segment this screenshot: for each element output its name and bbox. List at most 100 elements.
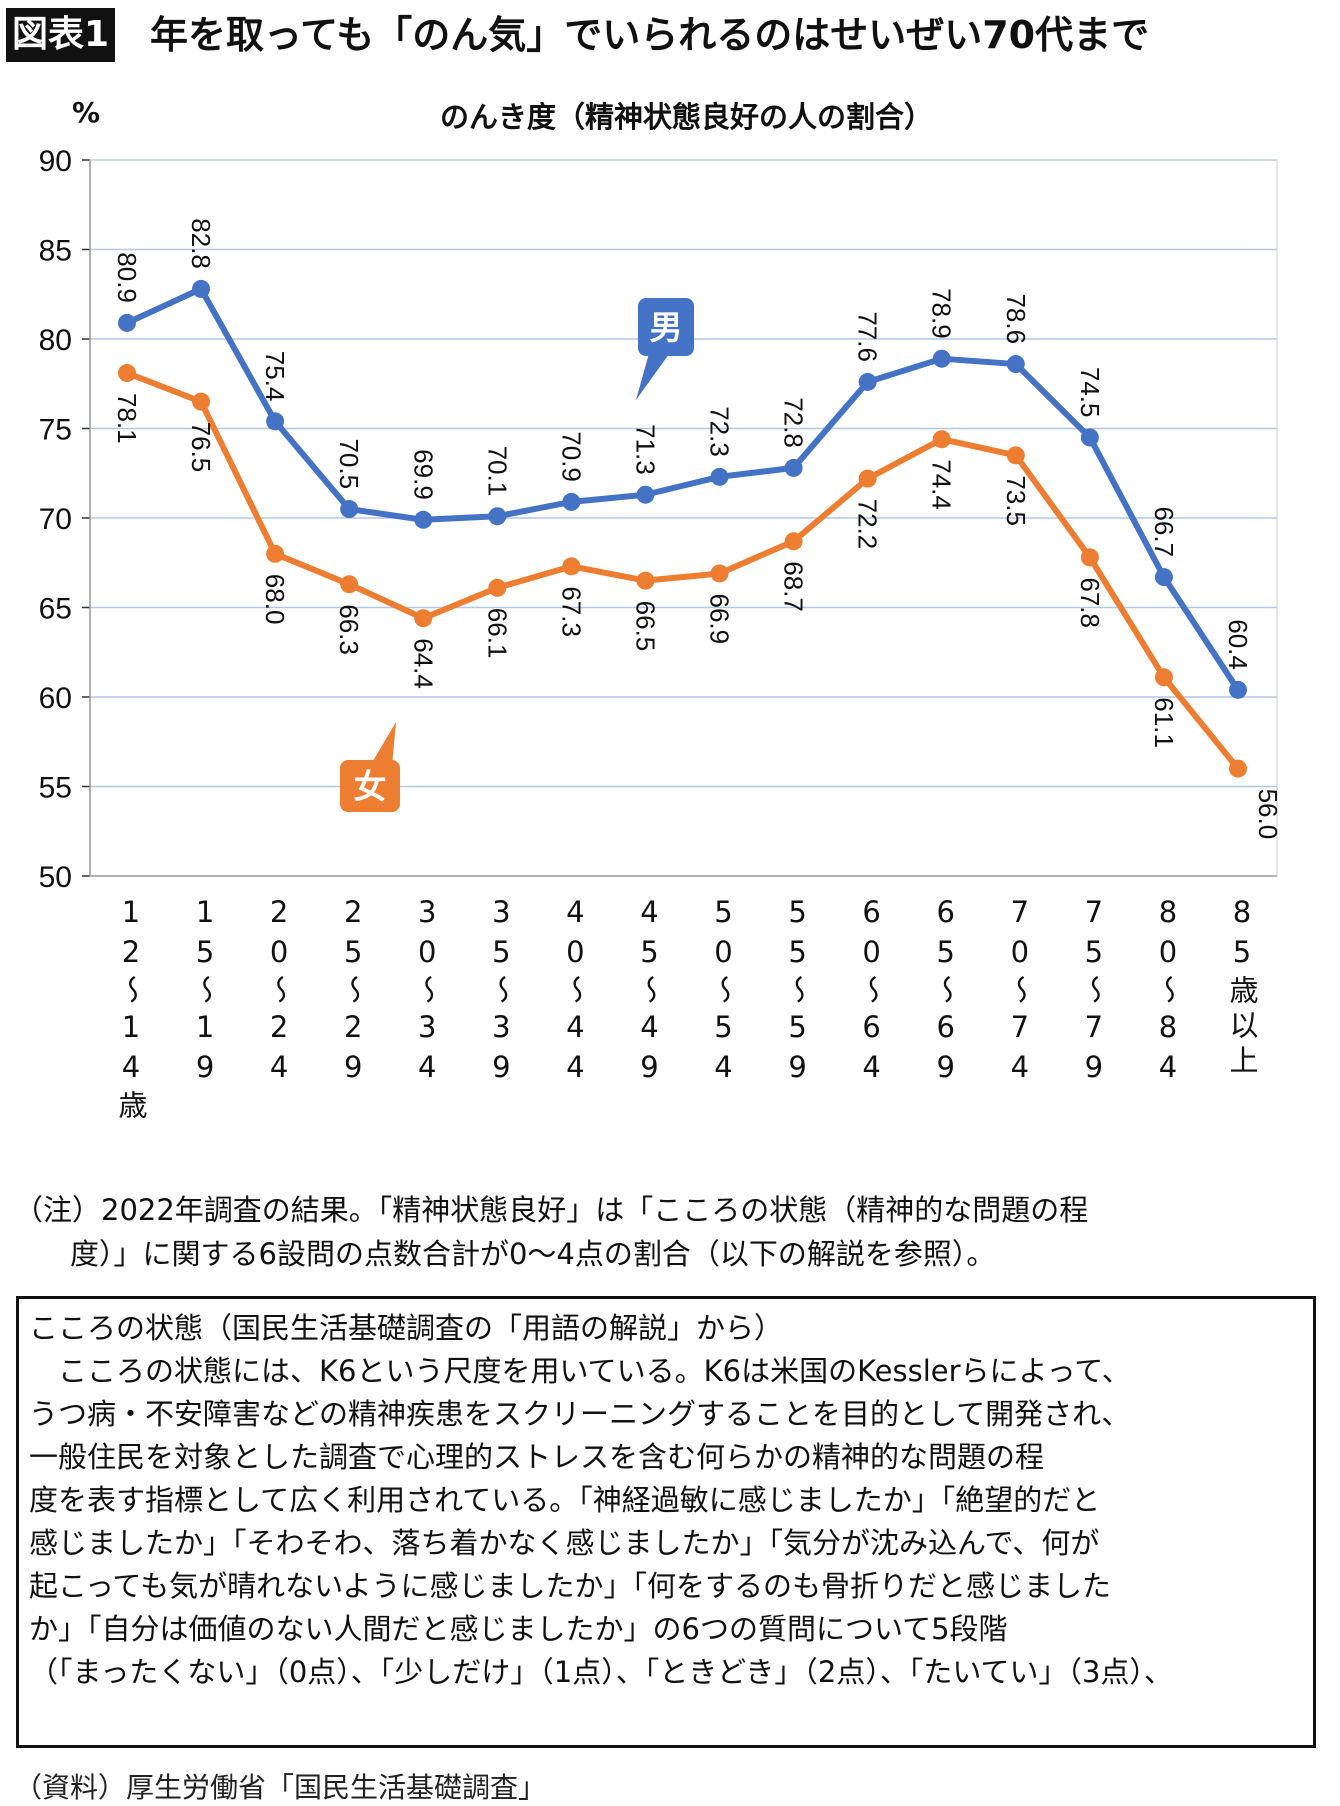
source: （資料）厚生労働省「国民生活基礎調査」: [14, 1771, 547, 1804]
explanation-line: 一般住民を対象とした調査で心理的ストレスを含む何らかの精神的な問題の程: [29, 1440, 1045, 1474]
plot-area: [89, 159, 1278, 877]
x-tick-label: 12～14歳: [114, 895, 148, 1125]
data-label: 72.8: [779, 397, 809, 448]
data-point: [858, 372, 877, 391]
line-chart: 50 55 60 65 70 75 80 85 90 80.9 82.8 75.4 70.5 69.9 70…: [39, 145, 1283, 894]
explanation-heading: こころの状態（国民生活基礎調査の「用語の解説」から）: [29, 1311, 784, 1345]
data-label: 66.9: [705, 593, 735, 644]
data-label: 70.9: [556, 431, 586, 482]
data-point: [636, 485, 655, 504]
data-point: [1154, 568, 1173, 587]
male-callout-box: [638, 298, 694, 356]
x-tick-label: 70～74: [1002, 895, 1037, 1090]
note-line: （注）2022年調査の結果。「精神状態良好」は「こころの状態（精神的な問題の程: [14, 1193, 1089, 1227]
x-tick-label: 15～19: [188, 895, 223, 1090]
data-label: 66.5: [630, 601, 660, 652]
figure-title: 年を取っても「のん気」でいられるのはせいぜい70代まで: [150, 13, 1150, 57]
data-label: 67.3: [556, 586, 586, 637]
explanation-line: 感じましたか」「そわそわ、落ち着かなく感じましたか」「気分が沈み込んで、何が: [29, 1526, 1100, 1560]
data-label: 60.4: [1223, 619, 1253, 670]
explanation-line: か」「自分は価値のない人間だと感じましたか」の6つの質問について5段階: [29, 1612, 1008, 1646]
explanation-line: （「まったくない」（0点）、「少しだけ」（1点）、「ときどき」（2点）、「たいて…: [29, 1655, 1173, 1689]
x-tick-label: 65～69: [928, 895, 963, 1090]
data-label: 78.6: [1001, 293, 1031, 344]
data-point: [1080, 548, 1099, 567]
data-point: [1006, 446, 1025, 465]
data-label: 71.3: [630, 424, 660, 475]
data-label: 70.5: [334, 438, 364, 489]
y-tick-label: 50: [39, 861, 72, 894]
data-point: [1229, 680, 1247, 699]
data-point: [414, 510, 433, 529]
data-label: 72.2: [853, 499, 883, 550]
data-point: [192, 392, 211, 411]
x-tick-label: 20～24: [262, 895, 297, 1090]
data-point: [266, 412, 285, 431]
x-tick-label: 30～34: [410, 895, 445, 1090]
data-point: [1154, 668, 1173, 687]
data-point: [488, 578, 507, 597]
female-callout-box: [340, 760, 400, 812]
y-tick-label: 70: [39, 503, 72, 536]
x-tick-label: 60～64: [854, 895, 889, 1090]
data-label: 77.6: [853, 311, 883, 362]
data-label: 72.3: [705, 406, 735, 457]
x-tick-label: 45～49: [632, 895, 667, 1090]
data-label: 66.1: [482, 608, 512, 659]
data-point: [118, 313, 136, 332]
data-label: 66.3: [334, 604, 364, 655]
data-label: 64.4: [408, 638, 438, 689]
data-label: 61.1: [1149, 697, 1179, 748]
data-label: 69.9: [408, 449, 438, 500]
chart-title: のんき度（精神状態良好の人の割合）: [440, 100, 934, 134]
data-label: 70.1: [482, 446, 512, 497]
data-point: [414, 609, 433, 628]
x-tick-label: 40～44: [558, 895, 593, 1090]
data-point: [1229, 759, 1247, 778]
data-point: [1006, 355, 1025, 374]
data-label: 82.8: [186, 218, 216, 269]
x-tick-label: 80～84: [1150, 895, 1185, 1090]
y-tick-label: 60: [39, 682, 72, 715]
x-tick-label: 85歳以上: [1225, 895, 1259, 1080]
data-label: 74.4: [927, 459, 957, 510]
female-callout-text: 女: [354, 767, 387, 806]
female-callout-tail: [370, 722, 396, 766]
data-point: [118, 364, 136, 383]
explanation-line: 起こっても気が晴れないように感じましたか」「何をするのも骨折りだと感じました: [29, 1569, 1111, 1603]
figure-badge: 図表1: [6, 8, 116, 62]
data-label: 73.5: [1001, 475, 1031, 526]
y-tick-label: 90: [39, 145, 72, 178]
data-label: 76.5: [186, 422, 216, 473]
data-point: [266, 544, 285, 563]
data-point: [1080, 428, 1099, 447]
data-label: 68.0: [260, 574, 290, 625]
data-point: [562, 557, 581, 576]
data-label: 78.1: [112, 393, 142, 444]
x-tick-label: 75～79: [1076, 895, 1111, 1090]
data-point: [710, 564, 729, 583]
y-tick-label: 75: [39, 414, 72, 447]
x-tick-label: 35～39: [484, 895, 519, 1090]
data-point: [488, 507, 507, 526]
x-tick-label: 50～54: [706, 895, 741, 1090]
data-point: [932, 349, 951, 368]
data-label: 75.4: [260, 351, 290, 402]
explanation-line: こころの状態には、K6という尺度を用いている。K6は米国のKesslerらによっ…: [29, 1354, 1131, 1388]
explanation-line: うつ病・不安障害などの精神疾患をスクリーニングすることを目的として開発され、: [29, 1397, 1131, 1431]
x-tick-label: 55～59: [780, 895, 815, 1090]
note: （注）2022年調査の結果。「精神状態良好」は「こころの状態（精神的な問題の程 …: [14, 1188, 1334, 1276]
data-label: 66.7: [1149, 506, 1179, 557]
y-axis-unit: %: [72, 96, 101, 129]
data-point: [636, 571, 655, 590]
note-line: 度）」に関する6設問の点数合計が0～4点の割合（以下の解説を参照）。: [70, 1237, 996, 1271]
y-tick-label: 55: [39, 772, 72, 805]
data-point: [784, 458, 803, 477]
data-point: [192, 279, 211, 298]
explanation-box: こころの状態（国民生活基礎調査の「用語の解説」から） こころの状態には、K6とい…: [16, 1296, 1316, 1748]
data-point: [710, 467, 729, 486]
data-label: 68.7: [779, 561, 809, 612]
data-point: [932, 430, 951, 449]
data-label: 80.9: [112, 252, 142, 303]
data-label: 78.9: [927, 288, 957, 339]
